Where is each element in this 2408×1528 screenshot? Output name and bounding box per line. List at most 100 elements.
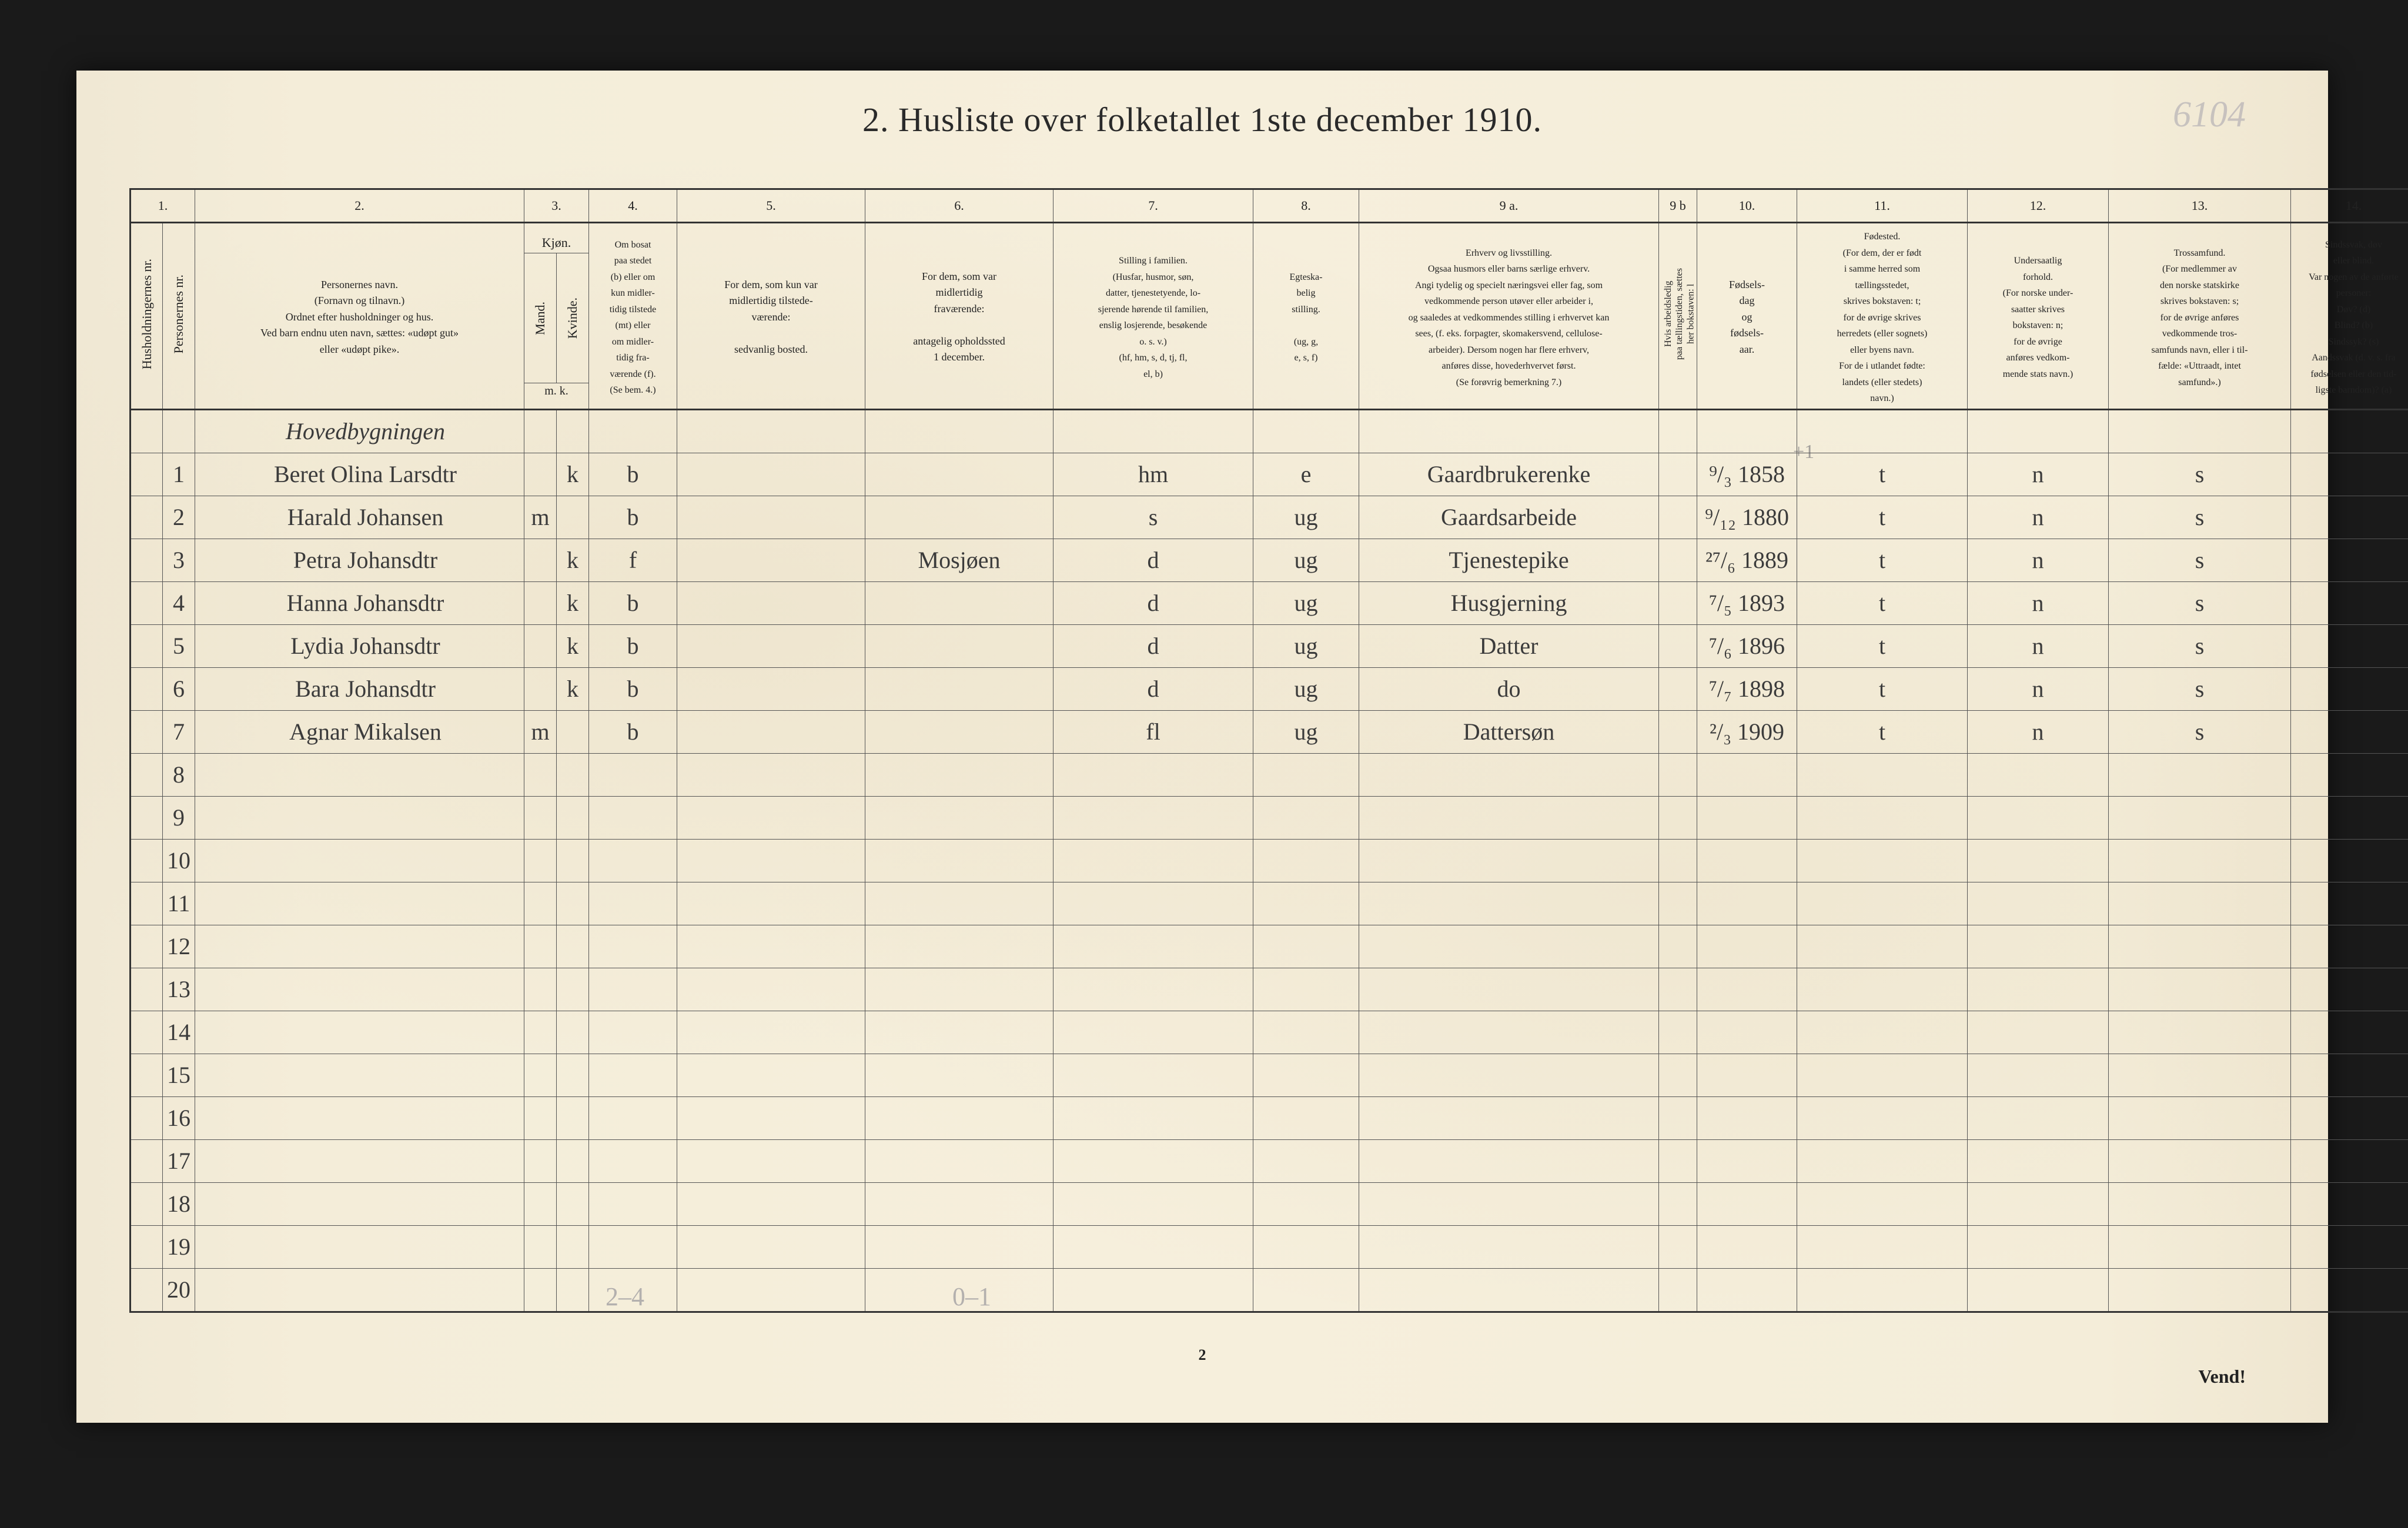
egteskab-cell: ug	[1253, 496, 1359, 539]
egteskab-cell: ug	[1253, 710, 1359, 753]
bosat-cell: b	[589, 624, 677, 667]
erhverv-cell: Tjenestepike	[1359, 539, 1659, 581]
blank-cell	[1697, 968, 1797, 1011]
blank-cell	[2291, 1011, 2408, 1054]
husholdning-cell	[131, 796, 163, 839]
husholdning-cell	[131, 1096, 163, 1139]
blank-cell	[1253, 882, 1359, 925]
person-num-cell: 20	[163, 1268, 195, 1312]
blank-cell	[524, 1268, 557, 1312]
hdr-trossamfund: Trossamfund. (For medlemmer av den norsk…	[2109, 223, 2291, 410]
table-row: 14	[131, 1011, 2408, 1054]
blank-cell	[1797, 1054, 1968, 1096]
tros-cell: s	[2109, 496, 2291, 539]
blank-cell	[1968, 1054, 2109, 1096]
blank-cell	[1054, 1268, 1253, 1312]
kvinde-cell	[557, 710, 589, 753]
person-num-cell: 19	[163, 1225, 195, 1268]
blank-cell	[865, 1139, 1054, 1182]
blank-cell	[2109, 1096, 2291, 1139]
undersaat-cell: n	[1968, 539, 2109, 581]
blank-cell	[524, 796, 557, 839]
bosat-cell: b	[589, 581, 677, 624]
arbeidsledig-cell	[1659, 710, 1697, 753]
blank-cell	[1968, 1268, 2109, 1312]
blank-cell	[1253, 1225, 1359, 1268]
name-cell: Hanna Johansdtr	[195, 581, 524, 624]
blank-cell	[865, 1182, 1054, 1225]
hdr-egteskab: Egteska- belig stilling. (ug, g, e, s, f…	[1253, 223, 1359, 410]
table-row: 19	[131, 1225, 2408, 1268]
blank-cell	[2291, 1139, 2408, 1182]
person-num-cell: 16	[163, 1096, 195, 1139]
name-cell: Agnar Mikalsen	[195, 710, 524, 753]
blank-cell	[1968, 1182, 2109, 1225]
blank-cell	[1968, 753, 2109, 796]
tros-cell: s	[2109, 624, 2291, 667]
person-num-cell: 13	[163, 968, 195, 1011]
column-number-row: 1. 2. 3. 4. 5. 6. 7. 8. 9 a. 9 b 10. 11.…	[131, 189, 2408, 223]
blank-cell	[589, 1011, 677, 1054]
kvinde-cell	[557, 496, 589, 539]
sind-cell	[2291, 496, 2408, 539]
name-cell: Petra Johansdtr	[195, 539, 524, 581]
census-table: 1. 2. 3. 4. 5. 6. 7. 8. 9 a. 9 b 10. 11.…	[129, 188, 2408, 1313]
fodested-cell: t	[1797, 667, 1968, 710]
fodested-cell: t	[1797, 581, 1968, 624]
blank-cell	[1253, 1054, 1359, 1096]
blank-cell	[1968, 925, 2109, 968]
blank-cell	[1054, 1182, 1253, 1225]
blank-cell	[1797, 1268, 1968, 1312]
blank-cell	[1659, 753, 1697, 796]
husholdning-cell	[131, 496, 163, 539]
kvinde-cell: k	[557, 539, 589, 581]
table-row: 20	[131, 1268, 2408, 1312]
blank-cell	[1968, 1096, 2109, 1139]
blank-cell	[1659, 796, 1697, 839]
blank-cell	[2291, 1096, 2408, 1139]
hdr-stilling: Stilling i familien. (Husfar, husmor, sø…	[1054, 223, 1253, 410]
blank-cell	[589, 1139, 677, 1182]
blank-cell	[1659, 839, 1697, 882]
blank-cell	[524, 1096, 557, 1139]
blank-cell	[195, 1139, 524, 1182]
person-num-cell: 8	[163, 753, 195, 796]
blank-cell	[589, 1054, 677, 1096]
f-cell	[865, 667, 1054, 710]
hdr-fodselsdag: Fødsels- dag og fødsels- aar.	[1697, 223, 1797, 410]
blank-cell	[1659, 1096, 1697, 1139]
blank-cell	[1359, 1011, 1659, 1054]
mt-cell	[677, 496, 865, 539]
erhverv-cell: Datter	[1359, 624, 1659, 667]
bosat-cell: b	[589, 453, 677, 496]
hdr-kjon: Kjøn. Mand. Kvinde. m. k.	[524, 223, 589, 410]
colnum-12: 12.	[1968, 189, 2109, 223]
blank-cell	[2291, 1225, 2408, 1268]
plus-one-annotation: +1	[1793, 441, 1814, 463]
table-row: 7Agnar MikalsenmbflugDattersøn²/₃ 1909tn…	[131, 710, 2408, 753]
blank-cell	[2109, 925, 2291, 968]
mand-cell	[524, 539, 557, 581]
undersaat-cell: n	[1968, 710, 2109, 753]
f-cell	[865, 624, 1054, 667]
person-num-cell: 7	[163, 710, 195, 753]
colnum-5: 5.	[677, 189, 865, 223]
table-row: 11	[131, 882, 2408, 925]
person-num-cell: 12	[163, 925, 195, 968]
blank-cell	[589, 1225, 677, 1268]
table-row: 9	[131, 796, 2408, 839]
blank-cell	[195, 1096, 524, 1139]
stilling-cell: hm	[1054, 453, 1253, 496]
erhverv-cell: Husgjerning	[1359, 581, 1659, 624]
blank-cell	[1697, 1054, 1797, 1096]
page-wrap: 6104 2. Husliste over folketallet 1ste d…	[0, 0, 2408, 1528]
mt-cell	[677, 710, 865, 753]
blank-cell	[557, 882, 589, 925]
blank-cell	[1797, 1225, 1968, 1268]
colnum-4: 4.	[589, 189, 677, 223]
egteskab-cell: ug	[1253, 667, 1359, 710]
blank-cell	[557, 968, 589, 1011]
hdr-f: For dem, som var midlertidig fraværende:…	[865, 223, 1054, 410]
table-row: 13	[131, 968, 2408, 1011]
blank-cell	[195, 796, 524, 839]
